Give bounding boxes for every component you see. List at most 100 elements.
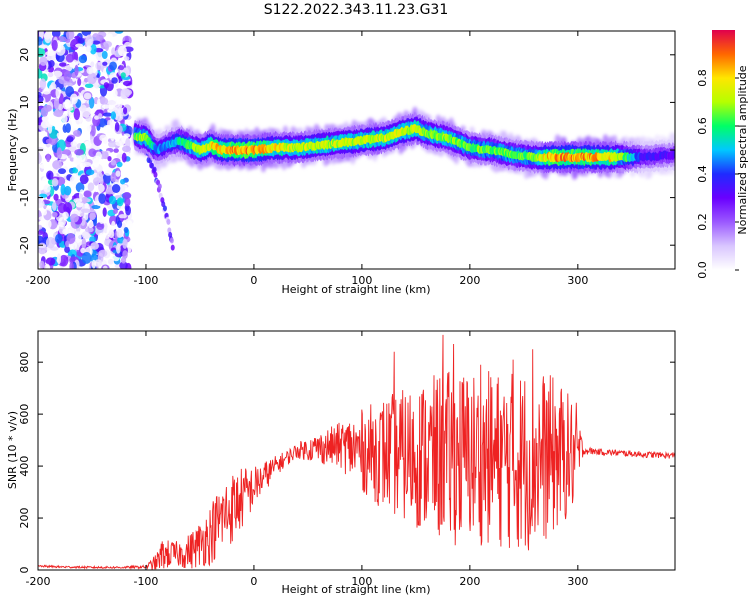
spectrogram-noise-cell — [65, 86, 75, 98]
spectrogram-noise-cell — [40, 107, 49, 117]
spectrogram-branch-cell — [169, 237, 174, 244]
spectrogram-noise-cell — [106, 33, 113, 40]
snr-x-tick-label: 300 — [567, 575, 588, 588]
spectrogram-branch-cell — [153, 171, 158, 178]
spectrogram-ridge-layer — [133, 124, 675, 163]
snr-y-tick-label: 200 — [18, 508, 31, 529]
spectrogram-noise-cell — [48, 60, 55, 68]
spectrogram-noise-cell — [46, 170, 54, 180]
spectrogram-noise-cell — [81, 252, 92, 264]
spectrogram-noise-cell — [107, 156, 112, 162]
spectrogram-noise-cell — [51, 178, 59, 187]
spectrogram-noise-cell — [95, 183, 105, 193]
spectrogram-noise-cell — [61, 113, 68, 124]
spectrogram-branch-cell — [166, 218, 171, 225]
spectrogram-noise-cell — [118, 184, 126, 193]
spectrogram-noise-cell — [81, 196, 88, 204]
spectrogram-x-tick-label: -200 — [26, 274, 51, 287]
spectrogram-noise-cell — [46, 219, 52, 229]
spectrogram-y-axis-label: Frequency (Hz) — [6, 109, 19, 192]
spectrogram-noise-cell — [56, 147, 63, 160]
spectrogram-noise-cell — [38, 224, 43, 230]
snr-x-tick-label: 200 — [459, 575, 480, 588]
spectrogram-noise-cell — [123, 226, 129, 233]
spectrogram-noise-cell — [74, 231, 82, 243]
spectrogram-noise-cell — [91, 259, 97, 269]
spectrogram-noise-cell — [117, 220, 123, 228]
spectrogram-noise-cell — [108, 229, 115, 239]
spectrogram-noise-cell — [123, 56, 130, 61]
snr-y-tick-label: 600 — [18, 404, 31, 425]
spectrogram-noise-cell — [57, 168, 67, 175]
spectrogram-noise-cell — [95, 61, 103, 71]
spectrogram-noise-cell — [38, 138, 43, 145]
spectrogram-noise-cell — [43, 184, 51, 193]
snr-x-tick-label: -200 — [26, 575, 51, 588]
spectrogram-noise-cell — [90, 61, 95, 68]
spectrogram-noise-cell — [102, 207, 107, 217]
spectrogram-noise-cell — [118, 65, 125, 71]
spectrogram-noise-cell — [123, 133, 131, 138]
spectrogram-branch-cell — [152, 166, 157, 173]
spectrogram-branch-cell — [161, 201, 166, 208]
spectrogram-branch-cell — [162, 205, 167, 212]
spectrogram-noise-cell — [111, 184, 121, 193]
spectrogram-noise-cell — [65, 240, 70, 248]
figure-title: S122.2022.343.11.23.G31 — [264, 2, 449, 18]
spectrogram-noise-cell — [102, 61, 108, 66]
spectrogram-noise-cell — [38, 193, 48, 199]
spectrogram-noise-cell — [77, 37, 85, 44]
spectrogram-noise-cell — [108, 195, 117, 205]
spectrogram-noise-cell — [63, 202, 73, 214]
spectrogram-noise-cell — [58, 216, 66, 228]
spectrogram-y-tick-label: 10 — [18, 95, 31, 109]
spectrogram-noise-cell — [55, 87, 61, 99]
spectrogram-noise-cell — [51, 211, 58, 218]
spectrogram-noise-cell — [72, 168, 79, 174]
spectrogram-noise-cell — [64, 246, 70, 253]
spectrogram-noise-cell — [65, 31, 75, 40]
spectrogram-noise-cell — [89, 43, 97, 55]
colorbar-tick-label: 0.8 — [696, 69, 709, 87]
spectrogram-noise-cell — [47, 72, 54, 78]
spectrogram-noise-cell — [45, 138, 52, 144]
spectrogram-noise-cell — [114, 121, 120, 132]
spectrogram-branch-cell — [167, 227, 172, 234]
spectrogram-noise-cell — [69, 213, 79, 223]
colorbar-gradient — [712, 30, 735, 270]
spectrogram-noise-cell — [113, 148, 119, 153]
spectrogram-noise-cell — [86, 125, 92, 132]
spectrogram-noise-cell — [95, 151, 102, 160]
spectrogram-noise-cell — [104, 43, 109, 51]
spectrogram-noise-cell — [126, 220, 133, 230]
spectrogram-noise-cell — [124, 197, 131, 207]
spectrogram-noise-cell — [65, 64, 73, 72]
spectrogram-x-axis-label: Height of straight line (km) — [281, 283, 430, 296]
spectrogram-noise-cell — [79, 174, 89, 185]
spectrogram-noise-cell — [102, 173, 112, 185]
spectrogram-noise-cell — [120, 72, 126, 79]
spectrogram-noise-cell — [78, 55, 87, 64]
spectrogram-noise-cell — [101, 50, 108, 60]
spectrogram-noise-cell — [110, 111, 117, 120]
spectrogram-noise-cell — [73, 198, 83, 203]
spectrogram-y-tick-label: 0 — [18, 147, 31, 154]
spectrogram-noise-cell — [85, 45, 92, 53]
spectrogram-marks — [38, 31, 675, 269]
spectrogram-noise-cell — [117, 98, 123, 105]
spectrogram-noise-cell — [98, 215, 105, 224]
spectrogram-noise-cell — [53, 97, 60, 110]
spectrogram-noise-cell — [110, 133, 115, 142]
spectrogram-noise-cell — [122, 238, 128, 249]
colorbar: 0.0 0.2 0.4 0.6 0.8 Normalized spectral ampl… — [696, 30, 749, 279]
spectrogram-noise-cell — [81, 237, 87, 250]
spectrogram-noise-cell — [46, 153, 51, 163]
spectrogram-noise-cell — [66, 233, 76, 244]
spectrogram-noise-cell — [114, 113, 124, 121]
spectrogram-noise-cell — [122, 192, 132, 200]
spectrogram-noise-cell — [114, 31, 124, 34]
spectrogram-noise-cell — [104, 170, 112, 176]
spectrogram-noise-cell — [87, 220, 94, 229]
spectrogram-noise-cell — [80, 247, 86, 254]
